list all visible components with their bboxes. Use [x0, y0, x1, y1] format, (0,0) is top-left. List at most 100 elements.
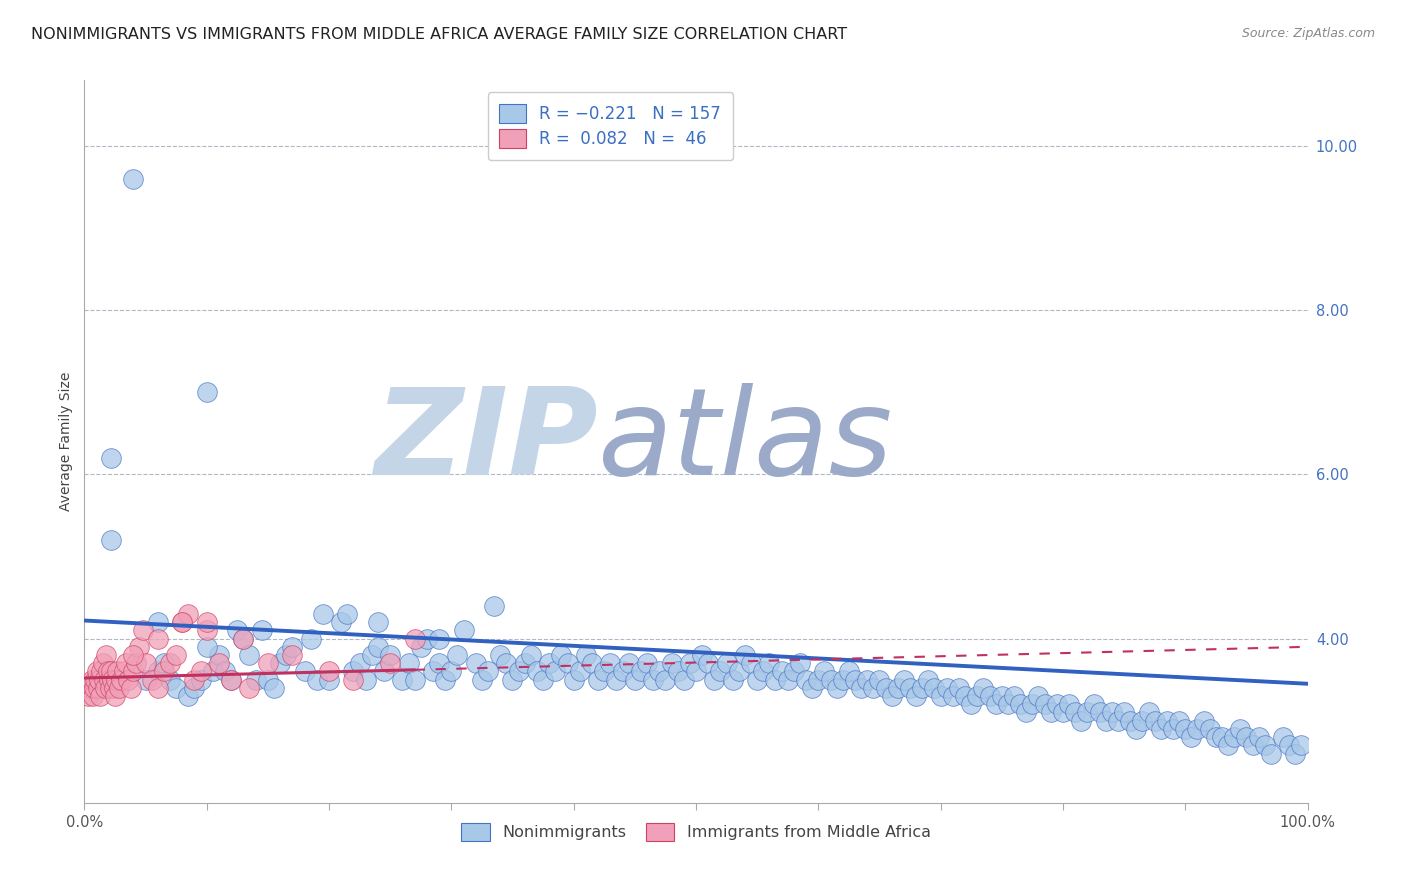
Point: [550, 648, 572, 662]
Point: [1046, 698, 1069, 712]
Point: [789, 657, 811, 671]
Point: [593, 665, 616, 679]
Point: [482, 599, 505, 613]
Point: [330, 615, 353, 630]
Point: [214, 665, 236, 679]
Point: [79, 681, 101, 695]
Point: [1076, 706, 1098, 720]
Point: [648, 665, 671, 679]
Y-axis label: Average Family Size: Average Family Size: [59, 372, 73, 511]
Point: [263, 681, 285, 695]
Point: [80, 673, 103, 687]
Point: [446, 648, 468, 662]
Point: [98, 681, 121, 695]
Point: [869, 673, 891, 687]
Point: [1216, 739, 1239, 753]
Point: [1101, 706, 1123, 720]
Point: [135, 673, 157, 687]
Point: [685, 665, 707, 679]
Point: [122, 648, 145, 662]
Point: [893, 673, 915, 687]
Point: [1070, 714, 1092, 728]
Point: [520, 648, 543, 662]
Point: [1229, 722, 1251, 736]
Point: [427, 657, 450, 671]
Point: [1039, 706, 1062, 720]
Point: [1033, 698, 1056, 712]
Point: [391, 673, 413, 687]
Point: [257, 657, 280, 671]
Point: [122, 171, 145, 186]
Point: [146, 665, 169, 679]
Point: [801, 681, 824, 695]
Point: [1236, 730, 1258, 744]
Point: [1064, 706, 1087, 720]
Point: [1015, 706, 1038, 720]
Point: [422, 665, 444, 679]
Point: [195, 615, 218, 630]
Point: [905, 689, 928, 703]
Point: [100, 533, 122, 547]
Point: [367, 615, 389, 630]
Point: [758, 657, 780, 671]
Point: [219, 673, 242, 687]
Point: [526, 665, 548, 679]
Point: [165, 681, 187, 695]
Point: [103, 681, 125, 695]
Point: [1057, 698, 1080, 712]
Point: [250, 624, 273, 638]
Point: [849, 681, 872, 695]
Point: [935, 681, 957, 695]
Point: [105, 673, 128, 687]
Point: [813, 665, 835, 679]
Point: [165, 648, 187, 662]
Point: [911, 681, 934, 695]
Point: [87, 673, 110, 687]
Point: [1156, 714, 1178, 728]
Point: [661, 657, 683, 671]
Point: [100, 450, 122, 465]
Point: [1010, 698, 1032, 712]
Point: [1125, 722, 1147, 736]
Point: [153, 665, 176, 679]
Point: [624, 673, 647, 687]
Point: [238, 681, 260, 695]
Point: [159, 673, 181, 687]
Point: [360, 648, 382, 662]
Point: [132, 624, 155, 638]
Point: [342, 665, 364, 679]
Point: [201, 665, 224, 679]
Point: [89, 689, 111, 703]
Point: [141, 673, 163, 687]
Point: [226, 624, 249, 638]
Point: [1278, 739, 1301, 753]
Point: [1052, 706, 1074, 720]
Point: [477, 665, 499, 679]
Point: [195, 640, 218, 654]
Point: [232, 632, 254, 646]
Point: [146, 681, 169, 695]
Point: [398, 657, 420, 671]
Point: [409, 640, 432, 654]
Point: [159, 657, 181, 671]
Point: [1291, 739, 1313, 753]
Point: [734, 648, 756, 662]
Point: [1083, 698, 1105, 712]
Text: ZIP: ZIP: [374, 383, 598, 500]
Point: [404, 632, 426, 646]
Point: [1107, 714, 1129, 728]
Point: [101, 673, 124, 687]
Point: [434, 673, 457, 687]
Point: [93, 673, 115, 687]
Point: [380, 648, 402, 662]
Point: [1205, 730, 1227, 744]
Point: [86, 665, 108, 679]
Point: [929, 689, 952, 703]
Point: [966, 689, 988, 703]
Point: [856, 673, 879, 687]
Point: [820, 673, 842, 687]
Point: [917, 673, 939, 687]
Point: [508, 665, 530, 679]
Point: [153, 657, 176, 671]
Point: [654, 673, 676, 687]
